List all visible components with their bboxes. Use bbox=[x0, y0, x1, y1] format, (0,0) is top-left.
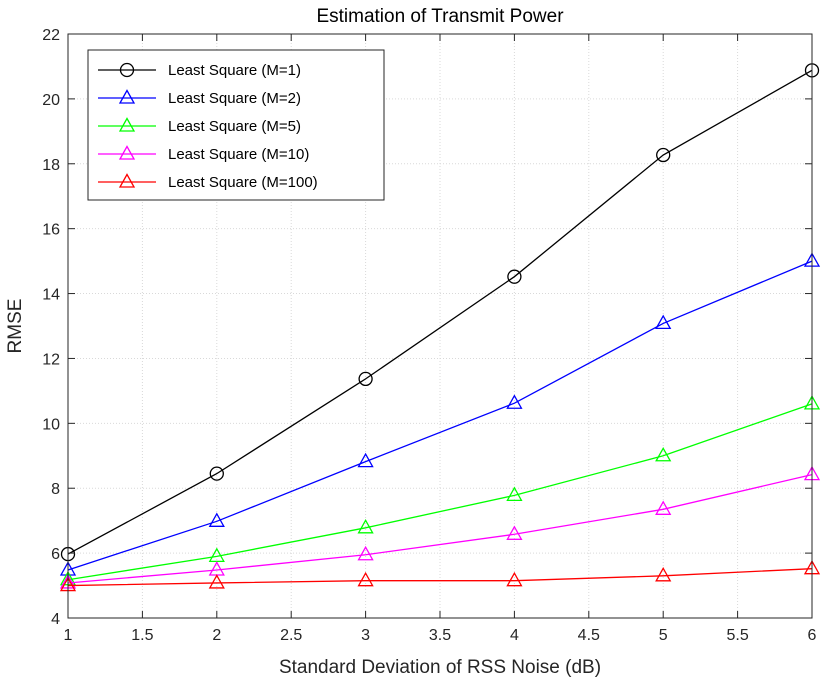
y-tick-label: 10 bbox=[42, 416, 60, 433]
data-point-marker bbox=[656, 147, 671, 163]
legend-entry: Least Square (M=10) bbox=[98, 145, 309, 163]
legend-marker bbox=[118, 117, 136, 132]
x-tick-label: 6 bbox=[808, 627, 817, 644]
data-point-marker bbox=[357, 571, 374, 587]
y-tick-label: 12 bbox=[42, 351, 60, 368]
x-tick-label: 4.5 bbox=[578, 627, 600, 644]
data-point-marker bbox=[506, 486, 523, 502]
x-tick-label: 1 bbox=[64, 627, 73, 644]
x-tick-label: 5.5 bbox=[726, 627, 748, 644]
legend: Least Square (M=1) Least Square (M=2) Leas… bbox=[87, 49, 385, 201]
x-axis-title: Standard Deviation of RSS Noise (dB) bbox=[279, 657, 601, 678]
y-tick-label: 4 bbox=[51, 611, 60, 628]
legend-label: Least Square (M=1) bbox=[168, 62, 301, 79]
data-point-marker bbox=[208, 512, 225, 527]
y-axis-title: RMSE bbox=[5, 299, 26, 354]
x-tick-label: 3.5 bbox=[429, 627, 451, 644]
y-tick-label: 20 bbox=[42, 92, 60, 109]
data-point-marker bbox=[357, 452, 374, 468]
data-point-marker bbox=[506, 525, 523, 540]
data-point-marker bbox=[507, 269, 522, 284]
y-tick-label: 8 bbox=[51, 481, 60, 498]
legend-label: Least Square (M=5) bbox=[168, 118, 301, 135]
data-point-marker bbox=[655, 500, 672, 515]
x-tick-label: 4 bbox=[510, 627, 519, 644]
series-2 bbox=[59, 252, 821, 576]
data-point-marker bbox=[506, 571, 523, 587]
data-point-marker bbox=[209, 466, 224, 481]
y-tick-label: 14 bbox=[42, 287, 60, 304]
series-line bbox=[67, 260, 813, 571]
data-point-marker bbox=[655, 566, 672, 582]
data-point-marker bbox=[357, 545, 374, 561]
data-point-marker bbox=[655, 446, 672, 462]
legend-label: Least Square (M=10) bbox=[168, 146, 309, 163]
legend-marker bbox=[118, 145, 136, 160]
series-3 bbox=[59, 395, 821, 586]
y-tick-label: 6 bbox=[51, 546, 60, 563]
x-tick-label: 2 bbox=[212, 627, 221, 644]
legend-entry: Least Square (M=5) bbox=[98, 117, 301, 135]
data-point-marker bbox=[357, 518, 374, 534]
x-tick-label: 3 bbox=[361, 627, 370, 644]
legend-marker bbox=[119, 62, 135, 78]
legend-entry: Least Square (M=100) bbox=[98, 173, 318, 191]
data-point-marker bbox=[358, 371, 373, 387]
legend-marker bbox=[118, 173, 136, 188]
legend-entry: Least Square (M=1) bbox=[98, 62, 301, 79]
legend-entry: Least Square (M=2) bbox=[98, 89, 301, 107]
axis-ticks: 1 1.5 2 2.5 3 3.5 4 4.5 5 5.5 6 4 6 8 10 12 14 16 18 20 22 bbox=[42, 27, 816, 644]
legend-box bbox=[87, 49, 385, 201]
series-line bbox=[67, 403, 813, 581]
data-point-marker bbox=[655, 314, 672, 330]
series-line bbox=[67, 69, 813, 555]
legend-label: Least Square (M=2) bbox=[168, 90, 301, 107]
series-line bbox=[67, 568, 813, 587]
data-point-marker bbox=[506, 394, 523, 409]
legend-marker bbox=[118, 89, 136, 104]
series-line bbox=[67, 473, 813, 584]
legend-label: Least Square (M=100) bbox=[168, 174, 318, 191]
x-tick-label: 1.5 bbox=[131, 627, 153, 644]
y-tick-label: 16 bbox=[42, 222, 60, 239]
x-tick-label: 5 bbox=[659, 627, 668, 644]
y-tick-label: 22 bbox=[42, 27, 60, 44]
y-tick-label: 18 bbox=[42, 157, 60, 174]
data-point-marker bbox=[208, 574, 225, 589]
x-tick-label: 2.5 bbox=[280, 627, 302, 644]
chart-title: Estimation of Transmit Power bbox=[316, 6, 564, 27]
